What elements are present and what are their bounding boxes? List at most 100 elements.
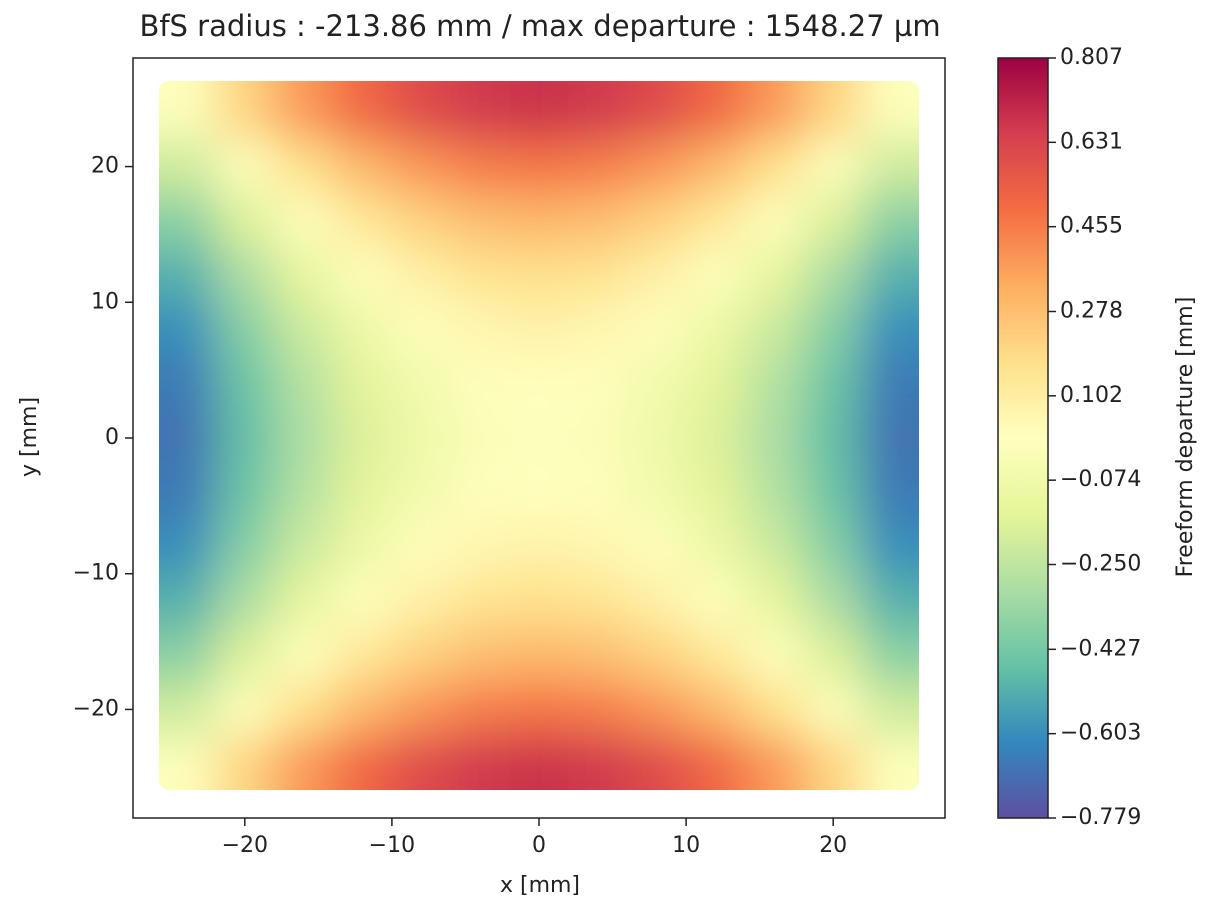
heat-cell bbox=[627, 573, 687, 629]
heat-cell bbox=[744, 519, 805, 575]
heat-cell bbox=[862, 628, 919, 683]
heat-cell bbox=[862, 81, 919, 140]
heat-cell bbox=[333, 519, 393, 575]
chart-title: BfS radius : -213.86 mm / max departure … bbox=[139, 9, 940, 43]
heat-cell bbox=[744, 682, 805, 738]
heat-cell bbox=[803, 410, 864, 466]
heat-cell bbox=[333, 573, 393, 629]
heat-cell bbox=[686, 410, 746, 466]
heat-cell bbox=[686, 139, 746, 195]
heat-cell bbox=[862, 682, 919, 738]
heat-cell bbox=[744, 465, 805, 520]
heat-cell bbox=[450, 736, 511, 790]
heat-cell bbox=[509, 519, 569, 575]
heat-cell bbox=[627, 682, 687, 738]
heat-cell bbox=[333, 193, 393, 249]
heat-cell bbox=[627, 736, 687, 790]
heat-cell bbox=[686, 736, 746, 790]
heat-cell bbox=[215, 356, 275, 412]
heat-cell bbox=[333, 302, 393, 358]
heat-cell bbox=[215, 302, 275, 358]
heat-cell bbox=[568, 628, 628, 683]
heat-cell bbox=[215, 682, 275, 738]
heat-cell bbox=[391, 302, 452, 358]
heat-cell bbox=[862, 193, 919, 249]
heat-cell bbox=[627, 139, 687, 195]
colorbar-label: Freeform departure [mm] bbox=[1173, 297, 1198, 578]
heat-cell bbox=[627, 193, 687, 249]
heat-cell bbox=[159, 248, 216, 303]
heat-cell bbox=[391, 81, 452, 140]
heat-cell bbox=[509, 682, 569, 738]
colorbar-tick-label: 0.102 bbox=[1060, 383, 1123, 408]
heat-cell bbox=[744, 302, 805, 358]
heat-cell bbox=[862, 573, 919, 629]
heat-cell bbox=[686, 193, 746, 249]
heat-cell bbox=[568, 302, 628, 358]
heat-cell bbox=[744, 81, 805, 140]
y-tick-label: −10 bbox=[73, 561, 119, 586]
y-tick-label: 20 bbox=[91, 154, 119, 179]
heat-cell bbox=[803, 682, 864, 738]
heat-cell bbox=[509, 81, 569, 140]
colorbar-tick-label: −0.250 bbox=[1060, 552, 1141, 577]
field-clip bbox=[159, 81, 919, 790]
y-tick-label: 0 bbox=[105, 425, 119, 450]
heat-cell bbox=[391, 519, 452, 575]
heat-cell bbox=[686, 682, 746, 738]
heat-cell bbox=[391, 193, 452, 249]
heat-cell bbox=[568, 736, 628, 790]
heat-cell bbox=[274, 248, 334, 303]
heat-cell bbox=[862, 465, 919, 520]
heat-cell bbox=[333, 736, 393, 790]
heat-cell bbox=[686, 573, 746, 629]
colorbar-tick-label: −0.603 bbox=[1060, 721, 1141, 746]
heat-cell bbox=[568, 139, 628, 195]
heat-cell bbox=[686, 248, 746, 303]
colorbar-tick-label: −0.779 bbox=[1060, 805, 1141, 830]
heat-cell bbox=[509, 356, 569, 412]
heat-cell bbox=[274, 628, 334, 683]
heat-cell bbox=[627, 302, 687, 358]
heat-cell bbox=[333, 81, 393, 140]
heat-cell bbox=[744, 573, 805, 629]
heat-cell bbox=[333, 628, 393, 683]
heat-cell bbox=[627, 628, 687, 683]
heat-cell bbox=[450, 356, 511, 412]
heat-cell bbox=[509, 193, 569, 249]
heat-cell bbox=[803, 302, 864, 358]
heat-cell bbox=[450, 519, 511, 575]
heat-cell bbox=[391, 248, 452, 303]
heat-cell bbox=[686, 465, 746, 520]
heat-cell bbox=[686, 302, 746, 358]
heat-cell bbox=[391, 139, 452, 195]
heat-cell bbox=[509, 139, 569, 195]
heat-cell bbox=[744, 139, 805, 195]
heat-cell bbox=[215, 519, 275, 575]
heat-cell bbox=[509, 573, 569, 629]
colorbar-tick-label: 0.278 bbox=[1060, 298, 1123, 323]
heat-cell bbox=[862, 736, 919, 790]
heat-cell bbox=[803, 628, 864, 683]
heat-cell bbox=[391, 628, 452, 683]
heat-cell bbox=[274, 139, 334, 195]
heat-cell bbox=[862, 248, 919, 303]
heat-cell bbox=[627, 519, 687, 575]
heat-cell bbox=[686, 81, 746, 140]
heat-cell bbox=[215, 193, 275, 249]
heat-cell bbox=[803, 356, 864, 412]
heat-cell bbox=[159, 465, 216, 520]
heat-cell bbox=[159, 193, 216, 249]
heat-cell bbox=[568, 573, 628, 629]
heat-cell bbox=[159, 139, 216, 195]
heat-cell bbox=[450, 573, 511, 629]
heat-cell bbox=[391, 465, 452, 520]
heat-cell bbox=[686, 356, 746, 412]
colorbar-tick-label: 0.455 bbox=[1060, 214, 1123, 239]
heat-cell bbox=[215, 410, 275, 466]
heat-cell bbox=[333, 139, 393, 195]
heat-cell bbox=[862, 519, 919, 575]
heat-cell bbox=[333, 465, 393, 520]
